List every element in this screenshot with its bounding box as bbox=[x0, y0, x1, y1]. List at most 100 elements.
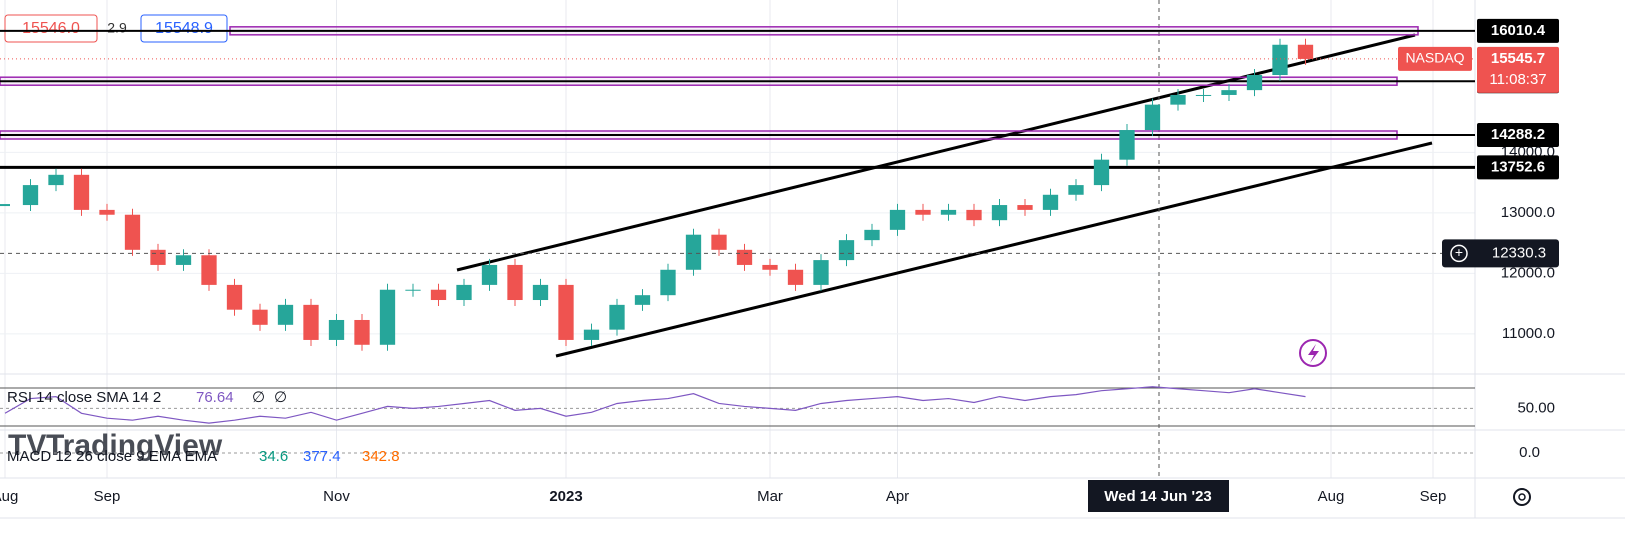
candle bbox=[532, 284, 549, 301]
candle bbox=[915, 209, 931, 215]
candle bbox=[787, 269, 804, 285]
sell-box[interactable] bbox=[4, 14, 98, 43]
rsi-extra: ∅ bbox=[252, 389, 265, 406]
sell-price: 15546.0 bbox=[22, 20, 80, 37]
last-price-box bbox=[1477, 46, 1559, 93]
level-label-box bbox=[1477, 155, 1559, 180]
candle bbox=[1144, 104, 1161, 131]
rsi-label: RSI 14 close SMA 14 2 bbox=[7, 389, 161, 406]
x-tick-label: 2023 bbox=[549, 488, 582, 505]
level-label: 16010.4 bbox=[1491, 22, 1546, 39]
macd-tick-label: 0.0 bbox=[1519, 444, 1540, 461]
macd-label: MACD 12 26 close 9 EMA EMA bbox=[7, 448, 217, 465]
y-tick-label: 11000.0 bbox=[1502, 325, 1555, 342]
buy-price: 15548.9 bbox=[155, 20, 213, 37]
crosshair-date: Wed 14 Jun '23 bbox=[1104, 488, 1212, 505]
candle bbox=[1093, 159, 1110, 186]
candle bbox=[966, 209, 982, 221]
rsi-tick-label: 50.00 bbox=[1517, 399, 1555, 416]
y-tick-label: 12000.0 bbox=[1501, 264, 1555, 281]
candle bbox=[1068, 185, 1084, 195]
candle bbox=[583, 329, 600, 340]
candle bbox=[1119, 130, 1135, 160]
crosshair-date-box bbox=[1088, 480, 1229, 512]
candle bbox=[303, 304, 319, 340]
background bbox=[0, 0, 1475, 478]
candle bbox=[634, 295, 651, 305]
candle bbox=[226, 284, 243, 310]
candle bbox=[1195, 94, 1212, 96]
candle bbox=[430, 289, 447, 301]
watermark: TradingView bbox=[46, 429, 223, 462]
rsi-reading: 76.64 bbox=[196, 389, 234, 406]
candle bbox=[252, 309, 268, 325]
settings-icon[interactable] bbox=[1513, 488, 1531, 506]
candle bbox=[685, 234, 702, 270]
candle bbox=[940, 209, 957, 215]
candle bbox=[507, 264, 523, 301]
last-price-label: 15545.7 bbox=[1491, 50, 1545, 67]
buy-box[interactable] bbox=[140, 14, 228, 43]
countdown: 11:08:37 bbox=[1489, 71, 1546, 88]
candle bbox=[99, 209, 115, 215]
x-tick-label: Nov bbox=[323, 488, 350, 505]
candle bbox=[277, 304, 294, 325]
add-button[interactable] bbox=[1450, 244, 1468, 263]
level-label-box bbox=[1477, 18, 1559, 43]
rsi-line bbox=[4, 386, 1306, 424]
candle bbox=[1272, 44, 1288, 76]
candle bbox=[481, 264, 498, 285]
watermark-logo: TV bbox=[8, 429, 46, 462]
candle bbox=[22, 185, 39, 206]
candle bbox=[124, 214, 141, 250]
candle bbox=[558, 284, 574, 340]
candle bbox=[991, 205, 1008, 221]
alert-icon-bolt bbox=[1308, 344, 1319, 363]
candle bbox=[660, 269, 676, 296]
level-label-box bbox=[1477, 122, 1559, 147]
candle bbox=[379, 289, 396, 345]
x-tick-label: Sep bbox=[94, 488, 121, 505]
candle bbox=[609, 304, 625, 330]
candle bbox=[1221, 90, 1237, 95]
macd-reading: 342.8 bbox=[362, 448, 400, 465]
crosshair-price: 12330.3 bbox=[1492, 244, 1546, 261]
candle bbox=[813, 260, 829, 285]
candle bbox=[1017, 205, 1033, 210]
x-tick-label: Mar bbox=[757, 488, 783, 505]
level-label: 13752.6 bbox=[1491, 158, 1545, 175]
x-tick-label: Sep bbox=[1420, 488, 1447, 505]
candle bbox=[711, 234, 727, 250]
add-button-plus: + bbox=[1455, 244, 1463, 260]
candle bbox=[838, 240, 855, 261]
x-tick-label: Apr bbox=[886, 488, 909, 505]
trend-line bbox=[555, 141, 1433, 358]
rsi-extra: ∅ bbox=[274, 389, 287, 406]
candle bbox=[1246, 75, 1263, 91]
candle bbox=[864, 229, 880, 241]
x-tick-label: Aug bbox=[0, 488, 18, 505]
candle bbox=[456, 284, 472, 301]
y-tick-label: 13000.0 bbox=[1501, 204, 1555, 221]
candle bbox=[175, 255, 192, 265]
macd-reading: 377.4 bbox=[303, 448, 341, 465]
candle bbox=[328, 319, 345, 340]
candle bbox=[889, 209, 906, 230]
candle bbox=[73, 174, 90, 210]
candle bbox=[405, 289, 421, 291]
candle bbox=[150, 249, 166, 265]
crosshair-price-box bbox=[1442, 239, 1559, 268]
symbol-label: NASDAQ bbox=[1405, 50, 1464, 66]
alert-icon[interactable] bbox=[1299, 339, 1327, 367]
level-label: 14288.2 bbox=[1491, 126, 1545, 143]
macd-reading: 34.6 bbox=[259, 448, 288, 465]
candle bbox=[48, 174, 64, 186]
candle bbox=[201, 255, 217, 285]
candle bbox=[762, 264, 778, 270]
candle bbox=[736, 249, 753, 265]
symbol-box bbox=[1398, 46, 1472, 71]
candle bbox=[1042, 194, 1059, 210]
trend-line bbox=[456, 33, 1416, 272]
